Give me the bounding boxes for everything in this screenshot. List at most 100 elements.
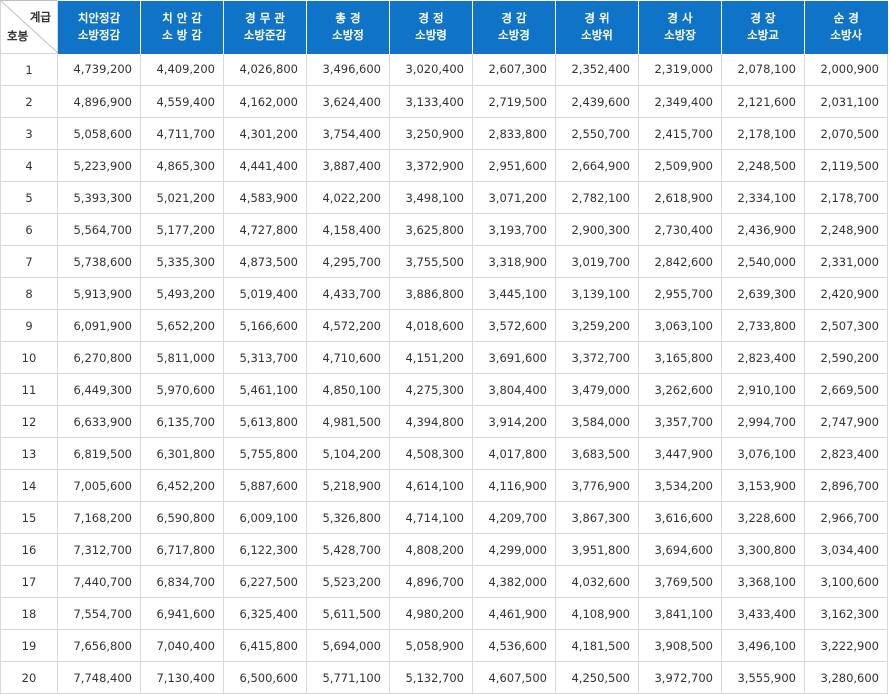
- salary-cell: 5,132,700: [389, 661, 473, 694]
- column-header-police-rank: 경 위: [584, 11, 610, 25]
- salary-cell: 3,019,700: [555, 245, 639, 278]
- salary-cell: 3,624,400: [306, 85, 390, 118]
- column-header-fire-rank: 소방령: [415, 28, 447, 42]
- salary-cell: 5,019,400: [223, 277, 307, 310]
- salary-cell: 3,372,700: [555, 341, 639, 374]
- salary-cell: 2,331,000: [804, 245, 888, 278]
- salary-cell: 7,312,700: [57, 533, 141, 566]
- step-cell: 6: [0, 213, 58, 246]
- salary-cell: 3,262,600: [638, 373, 722, 406]
- column-header: 경 정 소방령: [389, 0, 473, 54]
- salary-cell: 4,151,200: [389, 341, 473, 374]
- salary-cell: 5,913,900: [57, 277, 141, 310]
- salary-cell: 3,162,300: [804, 597, 888, 630]
- salary-cell: 6,500,600: [223, 661, 307, 694]
- salary-cell: 4,299,000: [472, 533, 556, 566]
- salary-cell: 4,250,500: [555, 661, 639, 694]
- table-row: 12 6,633,900 6,135,700 5,613,800 4,981,500 4,…: [0, 405, 888, 438]
- corner-header-cell: 계급 호봉: [0, 0, 58, 54]
- step-cell: 11: [0, 373, 58, 406]
- salary-cell: 6,941,600: [140, 597, 224, 630]
- salary-cell: 4,896,700: [389, 565, 473, 598]
- table-row: 13 6,819,500 6,301,800 5,755,800 5,104,200 4,…: [0, 437, 888, 470]
- salary-cell: 4,026,800: [223, 53, 307, 86]
- salary-cell: 3,584,000: [555, 405, 639, 438]
- salary-cell: 4,394,800: [389, 405, 473, 438]
- salary-cell: 2,178,100: [721, 117, 805, 150]
- salary-cell: 2,733,800: [721, 309, 805, 342]
- table-row: 20 7,748,400 7,130,400 6,500,600 5,771,100 5,…: [0, 661, 888, 694]
- salary-cell: 7,554,700: [57, 597, 141, 630]
- salary-cell: 3,572,600: [472, 309, 556, 342]
- table-row: 16 7,312,700 6,717,800 6,122,300 5,428,700 4,…: [0, 533, 888, 566]
- salary-cell: 3,250,900: [389, 117, 473, 150]
- salary-cell: 7,040,400: [140, 629, 224, 662]
- column-header: 치안정감 소방정감: [57, 0, 141, 54]
- table-row: 19 7,656,800 7,040,400 6,415,800 5,694,000 5,…: [0, 629, 888, 662]
- salary-cell: 3,445,100: [472, 277, 556, 310]
- salary-cell: 3,776,900: [555, 469, 639, 502]
- salary-cell: 4,607,500: [472, 661, 556, 694]
- column-header-fire-rank: 소방정: [332, 28, 364, 42]
- table-row: 17 7,440,700 6,834,700 6,227,500 5,523,200 4,…: [0, 565, 888, 598]
- salary-cell: 3,300,800: [721, 533, 805, 566]
- salary-cell: 4,711,700: [140, 117, 224, 150]
- salary-cell: 3,887,400: [306, 149, 390, 182]
- salary-cell: 3,222,900: [804, 629, 888, 662]
- salary-cell: 4,017,800: [472, 437, 556, 470]
- salary-cell: 2,833,800: [472, 117, 556, 150]
- salary-cell: 2,900,300: [555, 213, 639, 246]
- corner-label-step: 호봉: [7, 29, 29, 43]
- salary-cell: 3,357,700: [638, 405, 722, 438]
- salary-cell: 5,771,100: [306, 661, 390, 694]
- salary-cell: 3,063,100: [638, 309, 722, 342]
- salary-cell: 4,295,700: [306, 245, 390, 278]
- table-row: 5 5,393,300 5,021,200 4,583,900 4,022,200 3,4…: [0, 181, 888, 214]
- salary-cell: 5,166,600: [223, 309, 307, 342]
- salary-cell: 5,755,800: [223, 437, 307, 470]
- salary-cell: 3,368,100: [721, 565, 805, 598]
- column-header: 경 사 소방장: [638, 0, 722, 54]
- salary-cell: 2,415,700: [638, 117, 722, 150]
- salary-cell: 6,415,800: [223, 629, 307, 662]
- step-cell: 10: [0, 341, 58, 374]
- salary-cell: 2,352,400: [555, 53, 639, 86]
- salary-cell: 3,755,500: [389, 245, 473, 278]
- table-row: 15 7,168,200 6,590,800 6,009,100 5,326,800 4,…: [0, 501, 888, 534]
- salary-cell: 6,452,200: [140, 469, 224, 502]
- step-cell: 15: [0, 501, 58, 534]
- salary-cell: 3,908,500: [638, 629, 722, 662]
- salary-cell: 4,873,500: [223, 245, 307, 278]
- salary-cell: 2,070,500: [804, 117, 888, 150]
- salary-cell: 2,669,500: [804, 373, 888, 406]
- salary-cell: 4,583,900: [223, 181, 307, 214]
- salary-cell: 3,496,100: [721, 629, 805, 662]
- table-row: 18 7,554,700 6,941,600 6,325,400 5,611,500 4,…: [0, 597, 888, 630]
- salary-cell: 5,611,500: [306, 597, 390, 630]
- salary-cell: 3,372,900: [389, 149, 473, 182]
- column-header-fire-rank: 소방경: [498, 28, 530, 42]
- salary-cell: 3,625,800: [389, 213, 473, 246]
- salary-cell: 2,823,400: [721, 341, 805, 374]
- salary-cell: 4,850,100: [306, 373, 390, 406]
- step-cell: 1: [0, 53, 58, 86]
- salary-cell: 3,951,800: [555, 533, 639, 566]
- salary-cell: 3,914,200: [472, 405, 556, 438]
- column-header-fire-rank: 소방교: [747, 28, 779, 42]
- salary-cell: 4,559,400: [140, 85, 224, 118]
- column-header-fire-rank: 소방장: [664, 28, 696, 42]
- salary-cell: 5,021,200: [140, 181, 224, 214]
- salary-cell: 4,022,200: [306, 181, 390, 214]
- column-header-police-rank: 경 무 관: [245, 11, 285, 25]
- salary-cell: 4,441,400: [223, 149, 307, 182]
- column-header-police-rank: 치 안 감: [162, 11, 202, 25]
- table-row: 8 5,913,900 5,493,200 5,019,400 4,433,700 3,8…: [0, 277, 888, 310]
- salary-cell: 3,193,700: [472, 213, 556, 246]
- salary-cell: 2,664,900: [555, 149, 639, 182]
- salary-cell: 5,393,300: [57, 181, 141, 214]
- salary-cell: 4,301,200: [223, 117, 307, 150]
- salary-cell: 3,616,600: [638, 501, 722, 534]
- salary-cell: 3,133,400: [389, 85, 473, 118]
